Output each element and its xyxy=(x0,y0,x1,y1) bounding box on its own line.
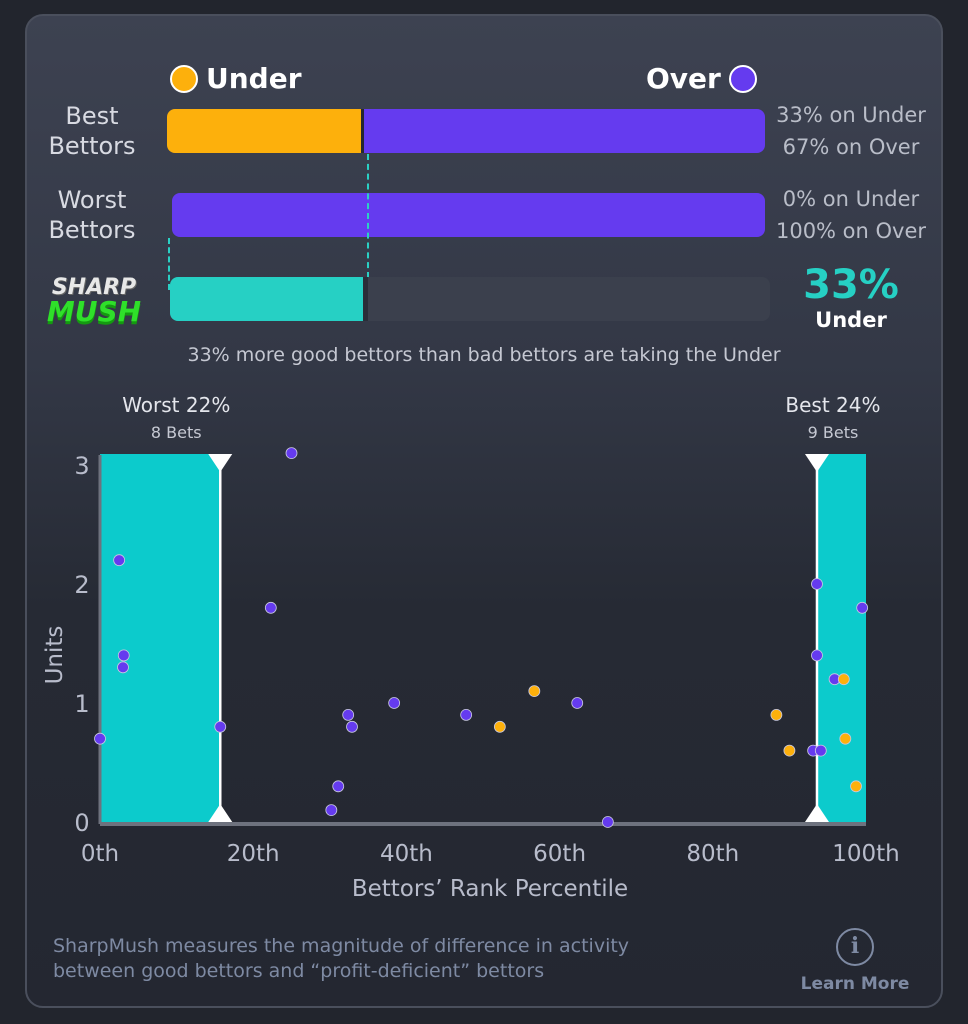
best-bettors-label: Best Bettors xyxy=(48,102,136,160)
best-marker-dashline xyxy=(367,154,369,278)
worst-bettors-label: Worst Bettors xyxy=(48,186,136,244)
x-tick-label: 60th xyxy=(533,841,586,867)
logo-bottom: MUSH xyxy=(46,295,142,328)
best-pct-text: 33% on Under 67% on Over xyxy=(766,99,936,163)
over-bet-point xyxy=(811,578,823,590)
summary-text: 33% more good bettors than bad bettors a… xyxy=(187,344,781,366)
over-bet-point xyxy=(94,732,106,745)
worst-over-pct: 100% on Over xyxy=(775,219,927,243)
sharpmush-bar xyxy=(170,277,770,321)
learn-more-button[interactable]: i Learn More xyxy=(796,928,914,994)
y-tick-label: 1 xyxy=(74,690,89,718)
over-bet-point xyxy=(571,697,584,709)
band-title: Worst 22% xyxy=(122,393,230,417)
over-bet-point xyxy=(332,780,345,793)
percentile-band xyxy=(816,454,866,822)
sharpmush-value: 33% Under xyxy=(790,262,912,332)
over-bet-point xyxy=(117,649,130,662)
over-bet-point xyxy=(113,554,126,567)
under-bet-point xyxy=(528,685,541,697)
over-bet-point xyxy=(856,601,869,614)
cutoff-handle-top-icon xyxy=(208,454,233,472)
over-dot-icon xyxy=(728,64,757,93)
sharpmush-fill xyxy=(170,277,368,321)
worst-bettors-bar xyxy=(172,193,765,237)
y-axis-title: Units xyxy=(42,626,68,685)
under-bet-point xyxy=(493,720,506,733)
learn-more-label: Learn More xyxy=(800,974,910,994)
under-bet-point xyxy=(783,744,796,757)
cutoff-handle-bottom-icon xyxy=(804,804,829,822)
over-bet-point xyxy=(814,744,827,757)
over-bet-point xyxy=(214,720,227,733)
worst-under-pct: 0% on Under xyxy=(782,187,920,211)
best-under-segment xyxy=(167,109,365,153)
percentile-band xyxy=(100,454,221,822)
y-tick-label: 0 xyxy=(74,809,89,837)
x-tick-label: 80th xyxy=(686,841,739,867)
band-subtitle: 9 Bets xyxy=(808,423,859,442)
legend-under-label: Under xyxy=(206,62,302,95)
best-over-segment xyxy=(364,109,765,153)
y-tick-label: 2 xyxy=(74,571,89,599)
legend-under: Under xyxy=(170,62,302,95)
footer-line2: between good bettors and “profit-deficie… xyxy=(53,960,545,982)
over-bet-point xyxy=(601,816,614,828)
x-axis-title: Bettors’ Rank Percentile xyxy=(352,876,628,902)
over-bet-point xyxy=(460,709,473,721)
x-tick-label: 100th xyxy=(832,841,900,867)
under-dot-icon xyxy=(170,64,198,93)
info-icon: i xyxy=(836,928,874,966)
y-tick-label: 3 xyxy=(74,452,89,480)
over-bet-point xyxy=(264,601,277,614)
x-tick-label: 20th xyxy=(227,841,280,867)
sharpmush-logo: SHARP MUSH xyxy=(36,275,152,328)
logo-top: SHARP xyxy=(51,275,137,300)
best-bettors-bar xyxy=(167,109,765,153)
over-bet-point xyxy=(325,804,338,816)
band-subtitle: 8 Bets xyxy=(151,423,202,442)
worst-pct-text: 0% on Under 100% on Over xyxy=(766,183,936,247)
x-tick-label: 40th xyxy=(380,841,433,867)
over-bet-point xyxy=(342,709,355,721)
cutoff-handle-bottom-icon xyxy=(208,804,233,822)
under-bet-point xyxy=(839,732,852,745)
sharpmush-side: Under xyxy=(815,308,887,332)
under-bet-point xyxy=(770,709,783,721)
over-bet-point xyxy=(388,697,401,709)
best-under-pct: 33% on Under xyxy=(776,103,926,127)
band-title: Best 24% xyxy=(785,393,880,417)
sharpmush-pct: 33% xyxy=(803,262,899,308)
over-bet-point xyxy=(117,661,129,674)
over-bet-point xyxy=(811,649,823,662)
footer-description: SharpMush measures the magnitude of diff… xyxy=(53,934,629,984)
under-bet-point xyxy=(850,780,862,793)
best-over-pct: 67% on Over xyxy=(782,135,920,159)
over-bet-point xyxy=(285,447,298,460)
cutoff-handle-top-icon xyxy=(804,454,829,472)
legend-over: Over xyxy=(646,62,757,95)
worst-marker-dashline xyxy=(168,238,170,290)
x-tick-label: 0th xyxy=(81,841,119,867)
over-bet-point xyxy=(346,720,358,733)
legend-over-label: Over xyxy=(646,62,721,95)
under-bet-point xyxy=(837,673,850,686)
footer-line1: SharpMush measures the magnitude of diff… xyxy=(53,935,630,957)
